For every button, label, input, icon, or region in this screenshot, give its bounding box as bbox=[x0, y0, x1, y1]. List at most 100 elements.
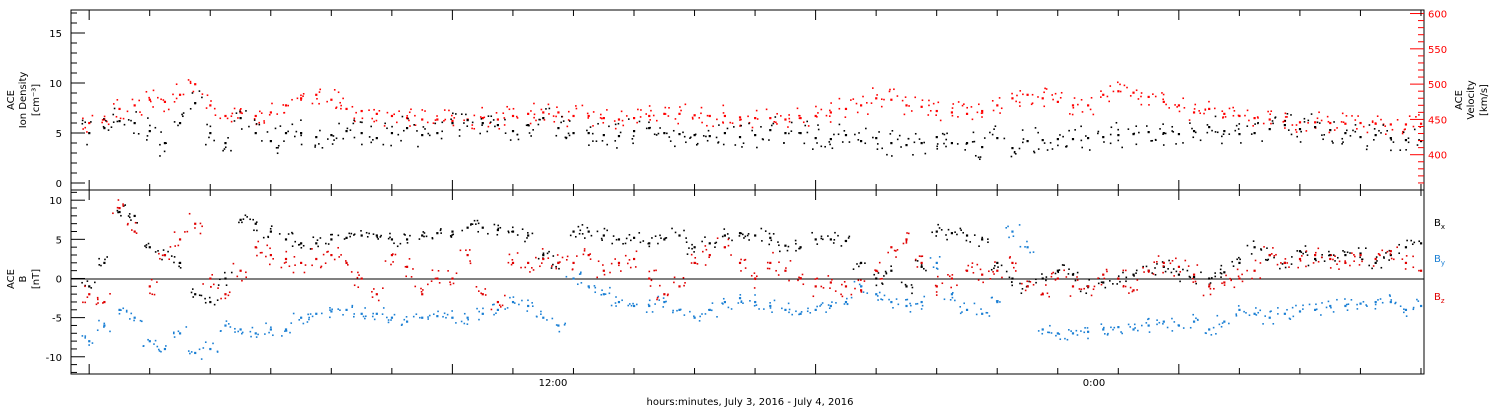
by-point bbox=[716, 315, 718, 318]
velocity-point bbox=[880, 105, 883, 108]
by-point bbox=[125, 311, 128, 313]
density-point bbox=[466, 119, 469, 122]
velocity-point bbox=[107, 123, 110, 126]
bz-point bbox=[740, 270, 742, 272]
velocity-point bbox=[1106, 95, 1109, 98]
velocity-point bbox=[302, 95, 304, 97]
density-point bbox=[798, 132, 800, 134]
by-point bbox=[819, 305, 821, 307]
density-point bbox=[1057, 144, 1059, 147]
bx-point bbox=[1100, 281, 1103, 284]
velocity-point bbox=[1140, 103, 1143, 106]
velocity-point bbox=[115, 115, 118, 118]
density-point bbox=[616, 147, 618, 149]
bx-point bbox=[937, 223, 939, 226]
bx-point bbox=[1167, 268, 1169, 270]
bz-point bbox=[353, 284, 356, 287]
bz-point bbox=[907, 232, 910, 235]
velocity-point bbox=[512, 107, 515, 110]
velocity-point bbox=[693, 114, 696, 117]
by-point bbox=[1356, 308, 1359, 310]
by-point bbox=[699, 315, 701, 318]
by-point bbox=[1050, 332, 1053, 334]
density-point bbox=[274, 127, 277, 130]
bz-point bbox=[149, 292, 151, 295]
bz-point bbox=[1276, 263, 1279, 266]
density-point bbox=[1413, 128, 1416, 131]
by-point bbox=[654, 303, 656, 305]
by-point bbox=[443, 312, 446, 315]
bz-point bbox=[408, 258, 411, 260]
by-point bbox=[951, 291, 954, 294]
velocity-point bbox=[219, 117, 222, 120]
by-point bbox=[920, 308, 923, 310]
bz-point bbox=[1147, 271, 1150, 273]
bx-point bbox=[1208, 277, 1211, 280]
velocity-point bbox=[1089, 108, 1092, 111]
bx-point bbox=[405, 238, 409, 241]
velocity-point bbox=[240, 108, 242, 110]
velocity-point bbox=[652, 114, 655, 117]
by-point bbox=[172, 332, 175, 335]
density-point bbox=[1037, 148, 1040, 150]
bx-point bbox=[651, 237, 653, 239]
density-point bbox=[511, 130, 515, 133]
bx-point bbox=[124, 204, 127, 206]
velocity-point bbox=[1284, 127, 1286, 129]
density-point bbox=[715, 136, 718, 139]
velocity-point bbox=[258, 121, 260, 124]
bz-point bbox=[151, 293, 154, 296]
density-point bbox=[434, 122, 437, 125]
by-point bbox=[846, 297, 848, 300]
by-point bbox=[512, 296, 515, 298]
bz-point bbox=[481, 293, 484, 296]
density-point bbox=[653, 133, 656, 136]
density-point bbox=[133, 122, 136, 125]
density-point bbox=[359, 121, 362, 123]
by-point bbox=[1026, 246, 1029, 249]
velocity-point bbox=[498, 127, 501, 130]
velocity-point bbox=[712, 125, 714, 128]
density-point bbox=[828, 141, 831, 143]
bz-point bbox=[1012, 266, 1015, 269]
density-point bbox=[386, 127, 388, 130]
by-point bbox=[587, 285, 590, 288]
density-point bbox=[1133, 132, 1136, 135]
density-point bbox=[450, 118, 452, 121]
by-point bbox=[250, 335, 252, 338]
density-point bbox=[548, 107, 551, 110]
velocity-point bbox=[529, 122, 532, 125]
bx-point bbox=[577, 225, 580, 228]
bz-point bbox=[916, 266, 919, 268]
velocity-point bbox=[1174, 104, 1176, 106]
bx-point bbox=[954, 231, 956, 233]
by-point bbox=[950, 293, 954, 296]
bx-point bbox=[945, 234, 947, 236]
by-point bbox=[1087, 330, 1090, 333]
density-point bbox=[632, 130, 636, 133]
density-point bbox=[568, 134, 571, 137]
bz-point bbox=[1050, 275, 1053, 278]
by-point bbox=[209, 347, 212, 351]
bx-point bbox=[451, 234, 454, 236]
velocity-point bbox=[980, 112, 983, 115]
velocity-point bbox=[668, 107, 670, 109]
bx-point bbox=[624, 242, 627, 245]
density-point bbox=[460, 113, 463, 115]
bx-point bbox=[914, 259, 917, 262]
by-point bbox=[1259, 309, 1262, 312]
bz-point bbox=[127, 222, 129, 225]
bx-point bbox=[777, 241, 779, 243]
by-point bbox=[558, 330, 561, 333]
velocity-point bbox=[965, 112, 969, 115]
bx-point bbox=[477, 222, 480, 225]
bz-point bbox=[373, 288, 375, 290]
by-point bbox=[791, 313, 794, 316]
field-axis-label-line2: B bbox=[18, 275, 29, 282]
density-point bbox=[413, 124, 415, 126]
velocity-point bbox=[880, 98, 883, 101]
bx-point bbox=[688, 247, 690, 249]
bx-point bbox=[1329, 253, 1332, 257]
velocity-point bbox=[1011, 97, 1014, 100]
bx-point bbox=[708, 242, 711, 245]
